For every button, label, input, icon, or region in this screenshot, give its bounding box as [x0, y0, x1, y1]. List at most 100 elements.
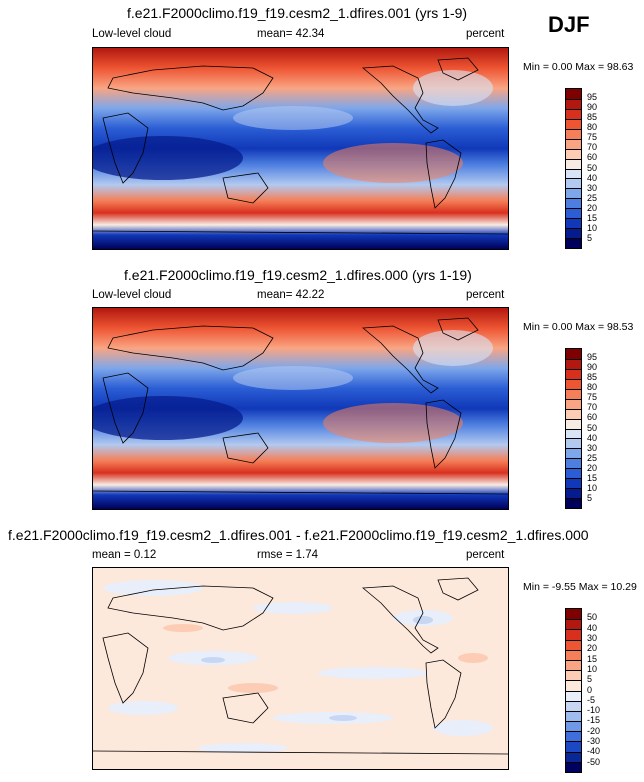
panel-3-mean-label: mean = 0.12 [92, 549, 157, 561]
colorbar-swatch [566, 208, 581, 219]
colorbar-swatch [566, 148, 581, 159]
colorbar-tick-label: 90 [587, 362, 598, 373]
colorbar-swatch [566, 670, 581, 681]
panel-2-map [92, 307, 509, 510]
colorbar-swatch [566, 609, 581, 620]
colorbar-swatch [566, 89, 581, 99]
colorbar-tick-label: 10 [587, 663, 598, 674]
colorbar-tick-label: 40 [587, 172, 598, 183]
colorbar-swatch [566, 218, 581, 229]
colorbar-tick-label: 15 [587, 212, 598, 223]
colorbar-tick-label: 10 [587, 482, 598, 493]
colorbar-swatch [566, 458, 581, 469]
panel-1-units-label: percent [466, 28, 505, 40]
colorbar-tick-label: 5 [587, 232, 593, 243]
colorbar-tick-label: 40 [587, 622, 598, 633]
colorbar-tick-label: -20 [587, 725, 601, 736]
colorbar-swatch [566, 468, 581, 479]
panel-3-units-label: percent [466, 549, 505, 561]
colorbar-tick-label: 90 [587, 102, 598, 113]
panel-2-units-label: percent [466, 289, 505, 301]
colorbar-tick-label: -15 [587, 715, 601, 726]
colorbar-tick-label: 60 [587, 412, 598, 423]
colorbar-tick-label: -50 [587, 756, 601, 767]
colorbar-swatch [566, 488, 581, 499]
panel-3-map [92, 567, 509, 770]
colorbar-swatch [566, 680, 581, 691]
panel-1-map [92, 47, 509, 250]
colorbar-swatch [566, 731, 581, 742]
colorbar-tick-label: 85 [587, 372, 598, 383]
colorbar-tick-label: 85 [587, 112, 598, 123]
colorbar-swatch [566, 418, 581, 429]
colorbar-tick-label: 75 [587, 132, 598, 143]
colorbar-swatch [566, 448, 581, 459]
colorbar-swatch [566, 649, 581, 660]
panel-1-title: f.e21.F2000climo.f19_f19.cesm2_1.dfires.… [127, 5, 468, 21]
colorbar-swatch [566, 128, 581, 139]
panel-3-colorbar [565, 608, 582, 773]
colorbar-swatch [566, 700, 581, 711]
colorbar-tick-label: 95 [587, 352, 598, 363]
colorbar-tick-label: 5 [587, 492, 593, 503]
colorbar-swatch [566, 721, 581, 732]
colorbar-tick-label: 50 [587, 422, 598, 433]
colorbar-tick-label: -5 [587, 694, 596, 705]
colorbar-tick-label: 0 [587, 684, 593, 695]
colorbar-swatch [566, 358, 581, 369]
colorbar-swatch [566, 98, 581, 109]
panel-3-rmse-label: rmse = 1.74 [257, 549, 319, 561]
colorbar-swatch [566, 378, 581, 389]
colorbar-swatch [566, 188, 581, 199]
colorbar-swatch [566, 168, 581, 179]
colorbar-swatch [566, 741, 581, 752]
colorbar-tick-label: -10 [587, 705, 601, 716]
colorbar-tick-label: 5 [587, 674, 593, 685]
colorbar-tick-label: 40 [587, 432, 598, 443]
panel-1-mean-label: mean= 42.34 [257, 28, 325, 40]
colorbar-swatch [566, 761, 581, 772]
colorbar-swatch [566, 368, 581, 379]
panel-1-minmax: Min = 0.00 Max = 98.63 [523, 61, 634, 73]
colorbar-tick-label: 50 [587, 162, 598, 173]
panel-2-minmax: Min = 0.00 Max = 98.53 [523, 321, 634, 333]
colorbar-swatch [566, 428, 581, 439]
colorbar-swatch [566, 478, 581, 489]
panel-1-variable-label: Low-level cloud [92, 28, 172, 40]
colorbar-swatch [566, 639, 581, 650]
colorbar-swatch [566, 178, 581, 189]
panel-2-colorbar [565, 348, 582, 509]
colorbar-swatch [566, 438, 581, 449]
colorbar-tick-label: 15 [587, 472, 598, 483]
season-label: DJF [548, 12, 590, 37]
colorbar-tick-label: 25 [587, 192, 598, 203]
colorbar-tick-label: 10 [587, 222, 598, 233]
colorbar-swatch [566, 228, 581, 239]
colorbar-tick-label: 70 [587, 142, 598, 153]
colorbar-swatch [566, 108, 581, 119]
colorbar-swatch [566, 710, 581, 722]
colorbar-tick-label: 30 [587, 442, 598, 453]
panel-1-colorbar [565, 88, 582, 249]
colorbar-tick-label: 15 [587, 653, 598, 664]
colorbar-swatch [566, 238, 581, 248]
colorbar-tick-label: -30 [587, 736, 601, 747]
panel-3-title: f.e21.F2000climo.f19_f19.cesm2_1.dfires.… [8, 527, 589, 543]
colorbar-swatch [566, 690, 581, 701]
colorbar-tick-label: 80 [587, 122, 598, 133]
panel-2-title: f.e21.F2000climo.f19_f19.cesm2_1.dfires.… [124, 267, 472, 283]
colorbar-tick-label: 50 [587, 612, 598, 623]
colorbar-tick-label: 80 [587, 382, 598, 393]
colorbar-swatch [566, 619, 581, 630]
panel-3-minmax: Min = -9.55 Max = 10.29 [523, 581, 637, 593]
colorbar-tick-label: 25 [587, 452, 598, 463]
colorbar-swatch [566, 118, 581, 129]
panel-2-variable-label: Low-level cloud [92, 289, 172, 301]
colorbar-tick-label: 95 [587, 92, 598, 103]
colorbar-tick-label: 20 [587, 202, 598, 213]
colorbar-tick-label: 20 [587, 462, 598, 473]
colorbar-swatch [566, 349, 581, 359]
panel-2-mean-label: mean= 42.22 [257, 289, 325, 301]
colorbar-swatch [566, 198, 581, 209]
colorbar-swatch [566, 629, 581, 640]
